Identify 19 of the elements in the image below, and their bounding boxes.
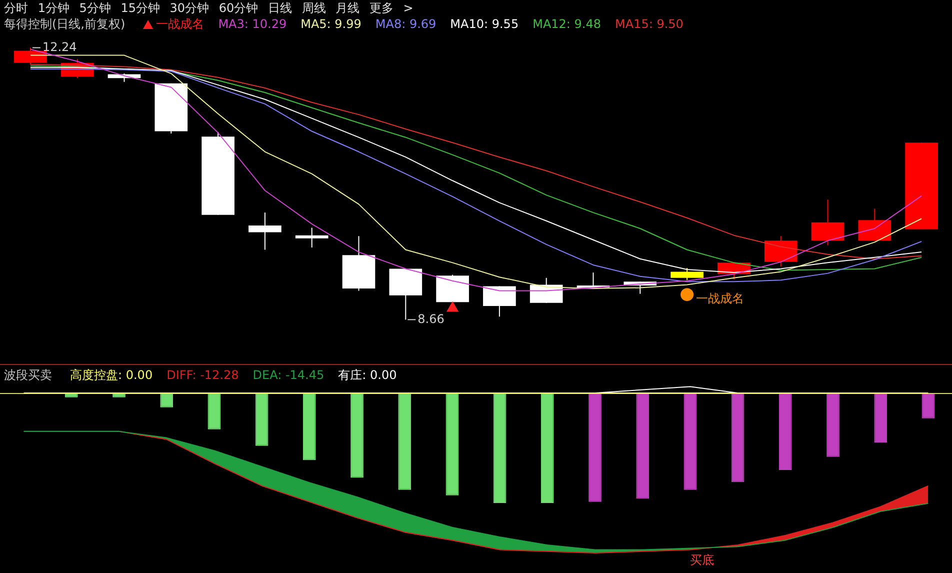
text: DEA: -14.45 — [252, 368, 324, 382]
candlestick — [295, 227, 328, 248]
text: MA10: 9.55 — [450, 17, 519, 31]
chart-subtitle: 分时 1分钟 5分钟 15分钟 30分钟 60分钟 日线 周线 月线 更多 > — [3, 0, 414, 16]
chart-title: 波段买卖 — [4, 366, 52, 384]
annotation: 12.24 — [42, 40, 77, 54]
series-label: 一战成名 — [696, 292, 744, 306]
text: MA12: 9.48 — [532, 17, 602, 31]
chart-title: 每得控制(日线,前复权) — [4, 16, 126, 32]
text: MA15: 9.50 — [615, 17, 684, 31]
annotation: 8.66 — [418, 312, 444, 326]
text: MA8: 9.69 — [375, 17, 436, 31]
annotation: 买底 — [690, 552, 714, 569]
legend-label: 一战成名 — [156, 16, 204, 32]
text: 有庄: 0.00 — [338, 366, 397, 384]
text: MA3: 10.29 — [218, 17, 287, 31]
text: DIFF: -12.28 — [166, 368, 239, 382]
text: MA5: 9.99 — [300, 17, 362, 31]
series-label: 高度控盘: 0.00 — [70, 366, 153, 384]
